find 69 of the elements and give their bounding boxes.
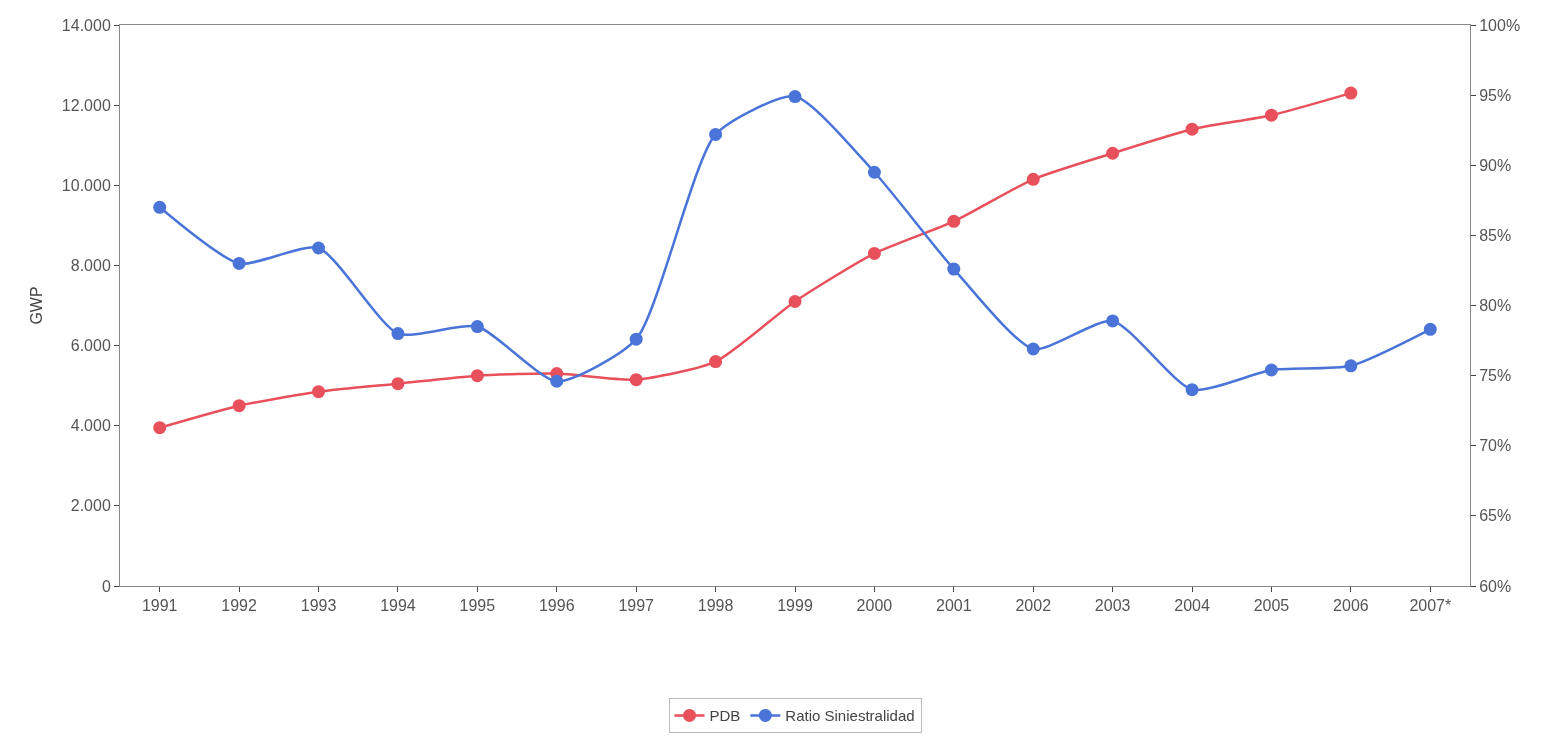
x-tick-label: 1991 [141,597,178,615]
point [232,256,246,270]
y-tick-label: 4.000 [70,417,111,435]
y-tick-label: 8.000 [70,257,111,275]
point [470,369,484,383]
point [1423,322,1437,336]
point [1106,146,1120,160]
point [550,374,564,388]
y-tick-label: 10.000 [61,176,111,194]
point [153,200,167,214]
y2-tick-label: 70% [1479,437,1512,455]
point [947,214,961,228]
y2-tick-label: 100% [1479,16,1521,34]
y2-tick-label: 65% [1479,507,1512,525]
y-tick-label: 0 [101,577,111,595]
x-tick-label: 2007* [1409,597,1452,615]
y2-tick-label: 60% [1479,577,1512,595]
point [1264,363,1278,377]
x-tick-label: 1992 [221,597,258,615]
point [1106,314,1120,328]
point [391,377,405,391]
x-tick-label: 1995 [459,597,496,615]
y-tick-label: 14.000 [61,16,111,34]
x-tick-label: 2001 [936,597,972,615]
y-tick-label: 12.000 [61,96,111,114]
y-tick-label: 2.000 [70,497,111,515]
legend-label: PDB [709,707,741,725]
x-tick-label: 2002 [1015,597,1052,615]
point [709,355,723,369]
point [470,320,484,334]
x-tick-label: 1998 [697,597,734,615]
point [1185,383,1199,397]
point [1344,359,1358,373]
x-tick-label: 2003 [1094,597,1131,615]
y-axis-title: GWP [27,286,45,325]
point [1026,172,1040,186]
x-tick-label: 1999 [777,597,813,615]
point [1026,342,1040,356]
point [947,262,961,276]
point [629,332,643,346]
point [788,294,802,308]
x-tick-label: 2005 [1253,597,1290,615]
y2-tick-label: 75% [1479,367,1512,385]
x-tick-label: 2000 [856,597,893,615]
point [312,241,326,255]
point [312,385,326,399]
point [1344,86,1358,100]
point [867,246,881,260]
legend-label: Ratio Siniestralidad [785,707,915,725]
point [1264,108,1278,122]
x-tick-label: 1994 [380,597,416,615]
point [709,127,723,141]
point [232,399,246,413]
point [867,165,881,179]
y2-tick-label: 85% [1479,226,1512,244]
x-tick-label: 2006 [1333,597,1369,615]
x-tick-label: 2004 [1174,597,1210,615]
point [788,90,802,104]
y-tick-label: 6.000 [70,337,111,355]
point [1185,122,1199,136]
x-tick-label: 1993 [300,597,337,615]
y2-tick-label: 80% [1479,297,1512,315]
point [629,373,643,387]
point [153,421,167,435]
y2-tick-label: 95% [1479,86,1512,104]
y2-tick-label: 90% [1479,156,1512,174]
x-tick-label: 1996 [538,597,575,615]
x-tick-label: 1997 [618,597,655,615]
point [391,327,405,341]
